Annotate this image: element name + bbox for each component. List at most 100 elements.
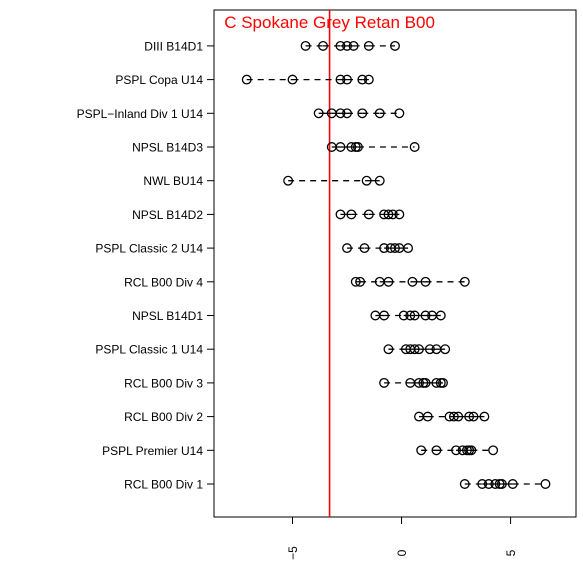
y-tick-label: NPSL B14D2 — [132, 208, 203, 222]
data-point — [459, 479, 470, 489]
row-pspl-inland-div-1-u14 — [313, 108, 405, 119]
data-point — [409, 142, 420, 152]
data-point — [540, 479, 551, 489]
data-point — [488, 445, 499, 456]
data-point — [335, 209, 346, 220]
row-rcl-b00-div-1 — [459, 479, 551, 489]
data-point — [390, 243, 400, 254]
data-point — [318, 40, 328, 51]
data-point — [342, 108, 352, 119]
row-npsl-b14d2 — [335, 209, 405, 220]
data-point — [398, 310, 409, 321]
data-point — [283, 175, 294, 186]
data-point — [355, 276, 366, 287]
y-tick-label: NPSL B14D3 — [132, 141, 203, 155]
data-point — [346, 142, 357, 152]
data-point — [435, 310, 446, 321]
rows-group — [241, 40, 551, 489]
data-point — [342, 74, 352, 85]
data-point — [357, 108, 368, 119]
data-point — [241, 74, 252, 85]
data-point — [379, 243, 390, 254]
data-point — [464, 411, 475, 422]
data-point — [420, 276, 431, 287]
data-point — [387, 209, 398, 220]
y-tick-label: RCL B00 Div 3 — [124, 376, 203, 390]
y-tick-label: PSPL Classic 2 U14 — [95, 242, 203, 256]
data-point — [409, 344, 420, 355]
data-point — [374, 108, 385, 119]
y-tick-label: RCL B00 Div 4 — [124, 275, 203, 289]
data-point — [448, 411, 459, 422]
data-point — [440, 344, 451, 355]
data-point — [394, 108, 405, 119]
data-point — [420, 310, 431, 321]
data-point — [490, 479, 501, 489]
y-axis: RCL B00 Div 1 PSPL Premier U14 RCL B00 Div… — [77, 39, 214, 492]
y-tick-label: PSPL Copa U14 — [115, 73, 203, 87]
x-axis: −5 0 5 — [286, 517, 518, 560]
data-point — [496, 479, 507, 489]
data-point — [431, 377, 442, 388]
data-point — [407, 276, 418, 287]
row-diii-b14d1 — [300, 40, 400, 51]
data-point — [394, 209, 405, 220]
y-tick-label: RCL B00 Div 2 — [124, 410, 203, 424]
data-point — [431, 445, 442, 456]
data-point — [424, 344, 435, 355]
row-nwl-bu14 — [283, 175, 385, 186]
row-npsl-b14d3 — [326, 142, 420, 152]
y-tick-label: RCL B00 Div 1 — [124, 478, 203, 492]
row-pspl-premier-u14 — [416, 445, 499, 456]
data-point — [416, 445, 427, 456]
data-point — [335, 142, 346, 152]
data-point — [342, 243, 352, 254]
data-point — [352, 142, 363, 152]
data-point — [479, 411, 490, 422]
x-tick-label: 0 — [395, 549, 409, 556]
data-point — [379, 310, 390, 321]
data-point — [346, 209, 357, 220]
data-point — [405, 310, 416, 321]
data-point — [357, 74, 368, 85]
data-point — [363, 209, 374, 220]
y-tick-label: PSPL Classic 1 U14 — [95, 343, 203, 357]
row-rcl-b00-div-2 — [414, 411, 490, 422]
data-point — [403, 243, 414, 254]
data-point — [459, 276, 470, 287]
data-point — [361, 175, 372, 186]
data-point — [379, 377, 390, 388]
data-point — [383, 276, 394, 287]
row-pspl-classic-1-u14 — [383, 344, 451, 355]
data-point — [348, 40, 359, 51]
data-point — [466, 445, 477, 456]
reference-line-group: C Spokane Grey Retan B00 — [224, 10, 435, 517]
data-point — [350, 276, 361, 287]
data-point — [409, 310, 420, 321]
data-point — [507, 479, 518, 489]
data-point — [438, 377, 448, 388]
data-point — [420, 377, 431, 388]
data-point — [383, 344, 394, 355]
data-point — [390, 40, 400, 51]
y-tick-label: DIII B14D1 — [144, 39, 203, 53]
data-point — [342, 40, 352, 51]
row-rcl-b00-div-4 — [350, 276, 470, 287]
x-tick-label: 5 — [504, 549, 518, 556]
y-tick-label: NPSL B14D1 — [132, 309, 203, 323]
data-point — [414, 344, 424, 355]
reference-line-label: C Spokane Grey Retan B00 — [224, 13, 435, 32]
data-point — [363, 40, 374, 51]
data-point — [359, 243, 370, 254]
plot-frame — [213, 9, 577, 518]
data-point — [477, 479, 488, 489]
y-tick-label: PSPL Premier U14 — [102, 444, 203, 458]
data-point — [287, 74, 298, 85]
data-point — [383, 209, 394, 220]
data-point — [453, 411, 464, 422]
y-tick-label: PSPL−Inland Div 1 U14 — [77, 107, 204, 121]
data-point — [335, 108, 346, 119]
data-point — [483, 479, 494, 489]
row-pspl-classic-2-u14 — [342, 243, 414, 254]
row-rcl-b00-div-3 — [379, 377, 448, 388]
